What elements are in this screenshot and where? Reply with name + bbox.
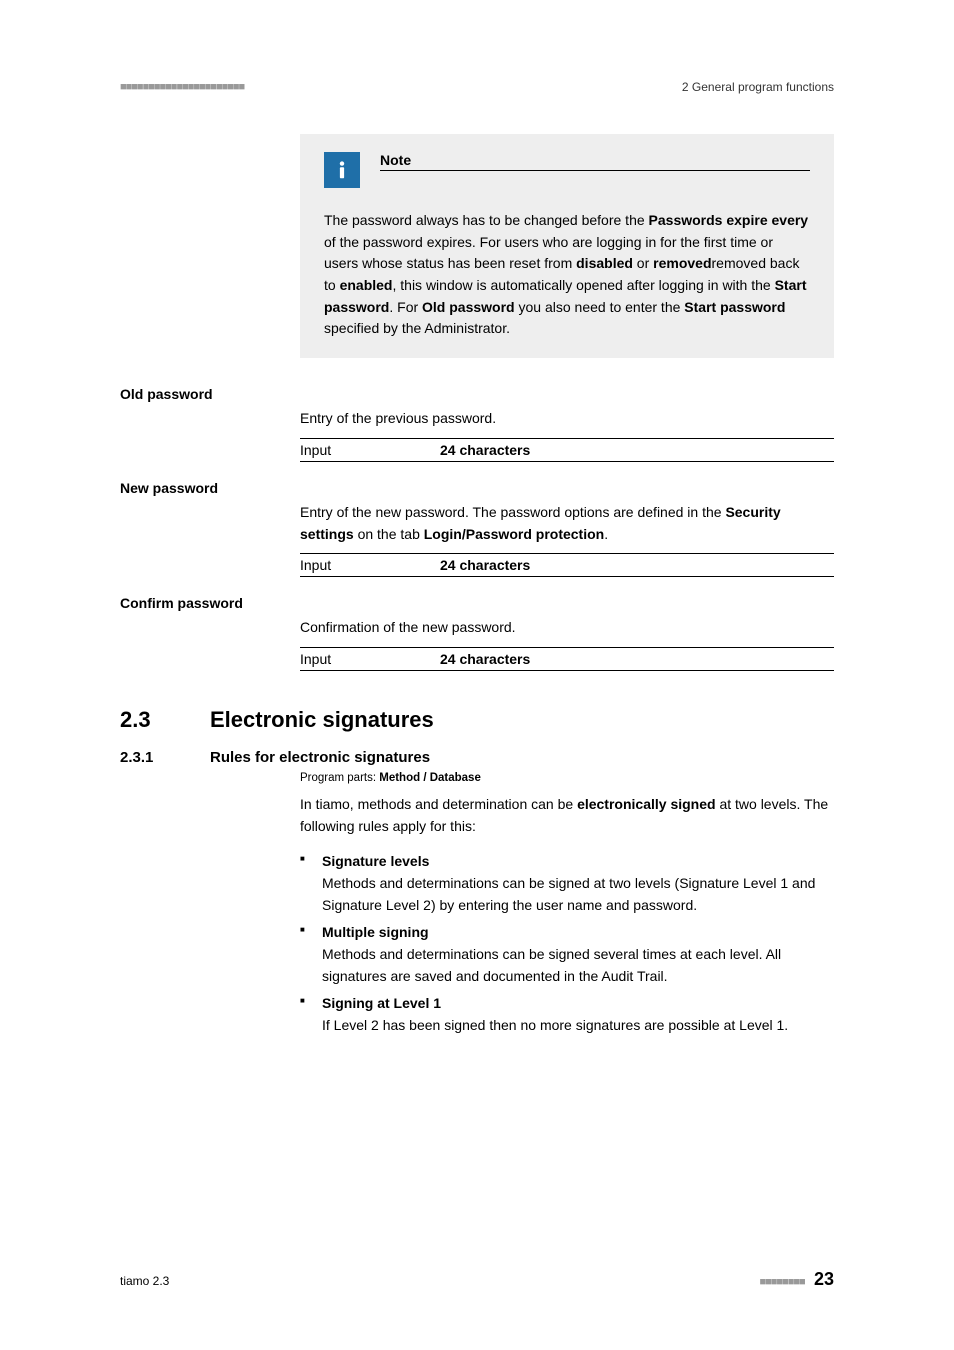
note-title: Note [380, 152, 810, 171]
field-desc: Entry of the previous password. [300, 408, 834, 430]
page-number: 23 [814, 1269, 834, 1289]
info-icon [324, 152, 360, 188]
field-desc: Confirmation of the new password. [300, 617, 834, 639]
input-value: 24 characters [440, 651, 530, 667]
rule-body: Methods and determinations can be signed… [322, 944, 834, 987]
field-confirm-password: Confirm password Confirmation of the new… [120, 595, 834, 671]
field-desc: Entry of the new password. The password … [300, 502, 834, 545]
input-label: Input [300, 651, 440, 667]
page-footer: tiamo 2.3 ■■■■■■■■ 23 [120, 1269, 834, 1290]
rule-title: Signature levels [322, 851, 834, 873]
program-parts: Program parts: Method / Database [300, 772, 834, 784]
rule-title: Signing at Level 1 [322, 993, 834, 1015]
list-item: Signing at Level 1 If Level 2 has been s… [300, 993, 834, 1036]
page-header: ■■■■■■■■■■■■■■■■■■■■■■ 2 General program… [120, 80, 834, 94]
input-label: Input [300, 442, 440, 458]
input-label: Input [300, 557, 440, 573]
subsection-number: 2.3.1 [120, 749, 180, 766]
input-spec: Input 24 characters [300, 647, 834, 671]
section-title: Electronic signatures [210, 707, 434, 733]
note-body: The password always has to be changed be… [324, 210, 810, 340]
field-new-password: New password Entry of the new password. … [120, 480, 834, 577]
note-box: Note The password always has to be chang… [300, 134, 834, 358]
field-label: Old password [120, 386, 834, 402]
field-label: New password [120, 480, 834, 496]
rule-body: If Level 2 has been signed then no more … [322, 1015, 834, 1037]
rule-title: Multiple signing [322, 922, 834, 944]
rules-list: Signature levels Methods and determinati… [300, 851, 834, 1037]
subsection-heading: 2.3.1 Rules for electronic signatures [120, 749, 834, 766]
header-dashes: ■■■■■■■■■■■■■■■■■■■■■■ [120, 81, 244, 93]
intro-text: In tiamo, methods and determination can … [300, 794, 834, 837]
chapter-title: 2 General program functions [682, 80, 834, 94]
list-item: Signature levels Methods and determinati… [300, 851, 834, 916]
input-spec: Input 24 characters [300, 438, 834, 462]
section-number: 2.3 [120, 707, 180, 733]
input-value: 24 characters [440, 557, 530, 573]
input-spec: Input 24 characters [300, 553, 834, 577]
footer-dashes: ■■■■■■■■ [759, 1276, 804, 1288]
list-item: Multiple signing Methods and determinati… [300, 922, 834, 987]
section-heading: 2.3 Electronic signatures [120, 707, 834, 733]
subsection-title: Rules for electronic signatures [210, 749, 430, 766]
product-name: tiamo 2.3 [120, 1274, 169, 1288]
field-label: Confirm password [120, 595, 834, 611]
rule-body: Methods and determinations can be signed… [322, 873, 834, 916]
input-value: 24 characters [440, 442, 530, 458]
field-old-password: Old password Entry of the previous passw… [120, 386, 834, 462]
